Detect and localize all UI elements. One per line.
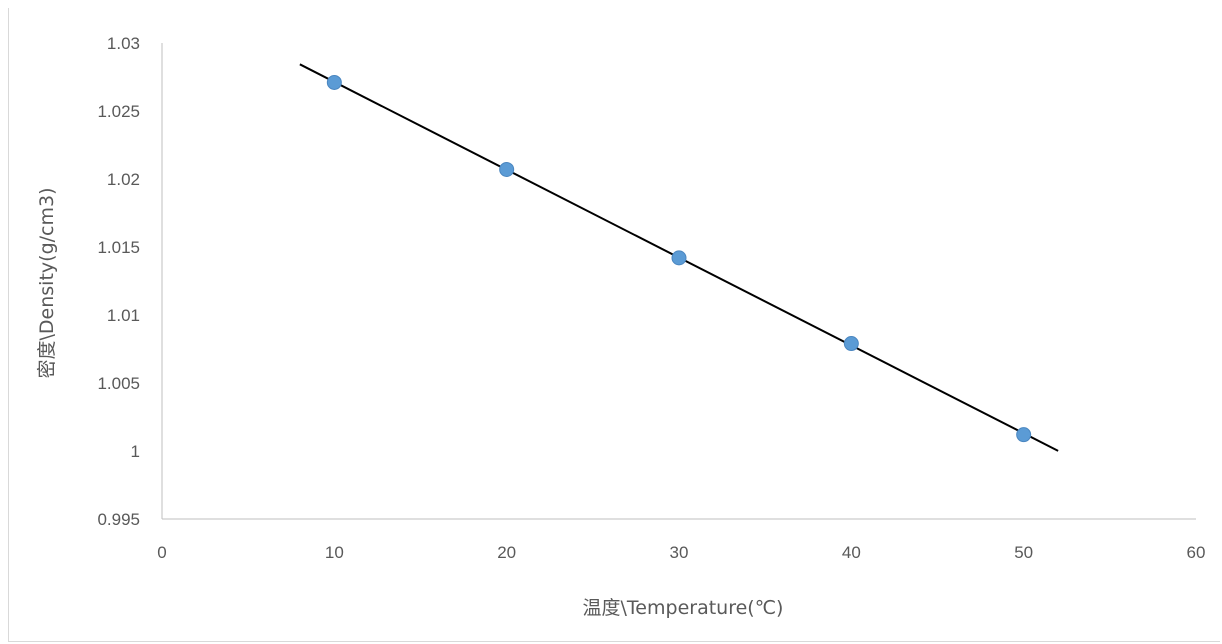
data-point [671,250,687,266]
points-group [326,74,1032,443]
y-tick-label: 1 [131,442,140,461]
y-axis-title: 密度\Density(g/cm3) [36,188,58,379]
x-tick-label: 60 [1187,543,1206,562]
axes [161,43,1196,520]
data-point [1016,427,1032,443]
x-tick-label: 50 [1014,543,1033,562]
y-tick-label: 1.025 [97,102,140,121]
y-tick-label: 1.005 [97,374,140,393]
data-point [499,161,515,177]
y-tick-label: 1.03 [107,34,140,53]
x-tick-label: 40 [842,543,861,562]
y-tick-label: 0.995 [97,510,140,529]
x-tick-label: 0 [157,543,166,562]
x-tick-label: 10 [325,543,344,562]
y-tick-label: 1.01 [107,306,140,325]
x-tick-label: 20 [497,543,516,562]
x-tick-label: 30 [670,543,689,562]
y-tick-label: 1.02 [107,170,140,189]
data-point [843,336,859,352]
y-tick-label: 1.015 [97,238,140,257]
data-point [326,74,342,90]
tick-labels: 0 10 20 30 40 50 60 0.995 1 1.005 1.01 1.015 1.02 1.0… [97,34,1205,562]
chart-border [8,8,1220,642]
x-axis-title: 温度\Temperature(℃) [583,597,784,619]
